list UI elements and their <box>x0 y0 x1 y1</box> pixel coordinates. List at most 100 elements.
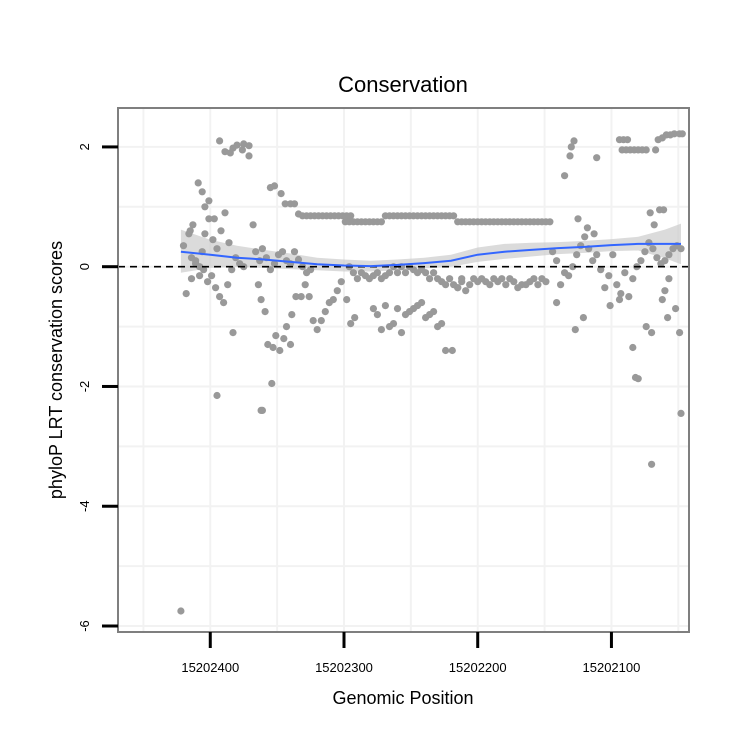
data-point <box>204 278 212 286</box>
data-point <box>305 293 313 301</box>
data-point <box>601 284 609 292</box>
x-axis: 15202400 15202300 15202200 15202100 <box>181 632 640 675</box>
data-point <box>653 254 661 262</box>
data-point <box>292 293 300 301</box>
data-point <box>530 275 538 283</box>
data-point <box>393 269 402 277</box>
data-point <box>397 329 406 337</box>
smooth-line-layer <box>180 242 681 268</box>
data-point <box>454 284 462 292</box>
data-point <box>593 251 601 259</box>
data-point <box>281 200 289 208</box>
data-point <box>641 248 649 256</box>
data-point <box>577 242 585 250</box>
data-point <box>196 272 204 280</box>
data-point <box>198 188 206 196</box>
data-point <box>393 305 402 313</box>
x-axis-label: Genomic Position <box>332 688 473 708</box>
data-point <box>228 266 236 274</box>
data-point <box>317 317 325 325</box>
data-point <box>579 314 588 322</box>
data-point <box>510 278 518 286</box>
data-point <box>351 314 359 322</box>
smooth-fit-line <box>180 242 681 268</box>
data-point <box>546 218 554 226</box>
data-point <box>220 299 228 307</box>
data-point <box>179 242 188 250</box>
data-point <box>233 141 241 149</box>
data-point <box>645 239 653 247</box>
data-point <box>401 269 410 277</box>
data-point <box>377 326 385 334</box>
data-point <box>187 275 196 283</box>
data-point <box>353 275 361 283</box>
data-point <box>347 320 355 328</box>
data-point <box>373 311 381 319</box>
data-point <box>177 607 185 615</box>
data-point <box>609 251 617 259</box>
data-point <box>542 278 550 286</box>
data-point <box>210 215 218 223</box>
data-point <box>268 379 276 388</box>
data-point <box>216 137 224 145</box>
data-point <box>652 146 660 154</box>
data-point <box>569 263 577 271</box>
plot-frame <box>117 107 690 633</box>
data-point <box>650 221 658 229</box>
data-point <box>418 299 426 307</box>
data-point <box>570 137 578 145</box>
data-point <box>498 275 506 283</box>
data-point <box>422 269 430 277</box>
data-point <box>254 281 262 289</box>
data-point <box>534 281 542 289</box>
data-point <box>661 257 669 265</box>
data-point <box>349 269 357 277</box>
data-point <box>257 296 265 304</box>
data-point <box>672 305 680 313</box>
data-point <box>290 248 299 256</box>
data-point <box>186 227 194 235</box>
data-point <box>486 281 494 289</box>
data-point <box>270 182 279 190</box>
data-point <box>221 209 229 217</box>
data-point <box>264 340 272 349</box>
y-tick-label: -6 <box>77 620 92 632</box>
data-point <box>637 257 645 265</box>
data-point <box>282 323 291 331</box>
data-point <box>625 293 633 301</box>
data-point <box>450 212 458 220</box>
data-point <box>377 218 385 226</box>
data-point <box>290 200 299 208</box>
data-point <box>189 221 197 229</box>
data-point <box>648 329 656 337</box>
y-axis: 2 0 -2 -4 -6 <box>77 143 118 632</box>
data-point <box>266 266 274 274</box>
data-point <box>442 281 450 289</box>
data-point <box>617 290 625 298</box>
data-point <box>217 227 225 235</box>
data-point <box>280 335 288 343</box>
data-point <box>593 154 601 162</box>
y-tick-label: -4 <box>77 500 92 512</box>
data-point <box>337 278 345 286</box>
data-point <box>329 296 337 304</box>
data-point <box>252 248 260 256</box>
data-point <box>313 326 321 334</box>
data-point <box>258 245 266 253</box>
data-point <box>192 257 200 265</box>
data-point <box>458 275 466 283</box>
data-point <box>347 212 355 220</box>
data-point <box>574 215 582 223</box>
data-point <box>229 329 237 337</box>
data-point <box>573 251 581 259</box>
data-point <box>272 332 280 340</box>
data-point <box>208 272 216 280</box>
data-point <box>389 320 398 328</box>
data-point <box>565 272 573 280</box>
y-tick-label: -2 <box>77 381 92 393</box>
data-point <box>301 281 309 289</box>
data-point <box>269 343 277 352</box>
data-point <box>677 245 685 253</box>
data-point <box>678 130 686 138</box>
